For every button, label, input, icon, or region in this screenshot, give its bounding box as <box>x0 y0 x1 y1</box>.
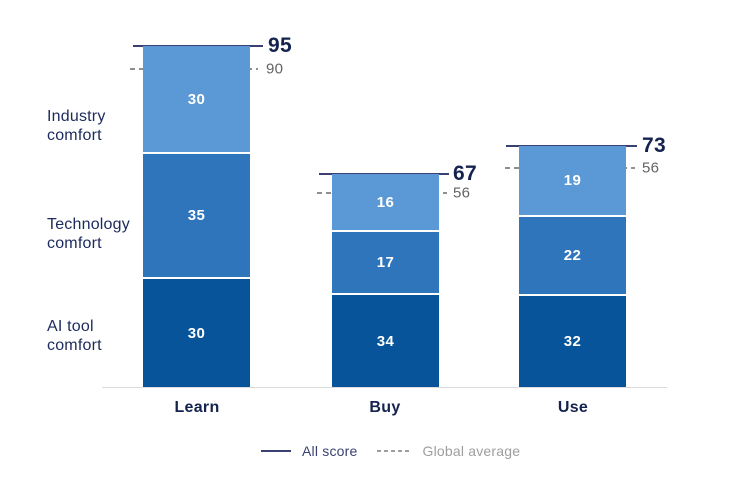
side-label-ai-tool-comfort: AI tool comfort <box>47 317 102 355</box>
all-score-value-use: 73 <box>642 134 666 157</box>
category-label-learn: Learn <box>174 399 220 416</box>
segment-value: 32 <box>563 333 582 350</box>
segment-ai-tool-comfort-buy: 34 <box>332 295 439 387</box>
segment-ai-tool-comfort-learn: 30 <box>143 279 250 387</box>
global-average-value-use: 56 <box>642 159 660 177</box>
bar-buy: 16 17 34 <box>332 174 439 387</box>
segment-ai-tool-comfort-use: 32 <box>519 296 626 387</box>
side-label-technology-comfort: Technology comfort <box>47 215 130 253</box>
side-label-industry-comfort: Industry comfort <box>47 107 106 145</box>
legend-label-global-average: Global average <box>422 443 521 459</box>
side-label-line: Industry <box>47 108 106 125</box>
side-label-line: comfort <box>47 337 102 354</box>
side-label-line: comfort <box>47 235 102 252</box>
segment-value: 16 <box>376 193 395 211</box>
segment-industry-comfort-learn: 30 <box>143 46 250 152</box>
segment-industry-comfort-buy: 16 <box>332 174 439 230</box>
segment-value: 19 <box>563 172 582 189</box>
global-average-value-learn: 90 <box>266 60 284 78</box>
solid-line-swatch-icon <box>261 450 291 452</box>
segment-value: 30 <box>187 90 206 108</box>
segment-industry-comfort-use: 19 <box>519 146 626 215</box>
segment-technology-comfort-use: 22 <box>519 217 626 294</box>
segment-technology-comfort-learn: 35 <box>143 154 250 277</box>
segment-value: 34 <box>376 332 395 350</box>
legend-label-all-score: All score <box>302 443 358 459</box>
category-label-use: Use <box>557 399 589 416</box>
legend-item-global-average: Global average <box>377 443 520 459</box>
segment-value: 17 <box>376 254 395 271</box>
legend-item-all-score: All score <box>261 443 357 459</box>
all-score-value-buy: 67 <box>453 162 477 185</box>
side-label-line: Technology <box>47 216 130 233</box>
side-label-line: AI tool <box>47 318 94 335</box>
global-average-value-buy: 56 <box>453 184 471 202</box>
bar-use: 19 22 32 <box>519 146 626 387</box>
x-axis-line <box>102 387 667 388</box>
segment-value: 35 <box>187 207 206 224</box>
side-label-line: comfort <box>47 127 102 144</box>
legend: All score Global average <box>261 443 520 459</box>
all-score-value-learn: 95 <box>268 34 292 57</box>
category-label-buy: Buy <box>369 399 401 416</box>
segment-technology-comfort-buy: 17 <box>332 232 439 293</box>
segment-value: 30 <box>187 324 206 342</box>
dashed-line-swatch-icon <box>377 450 412 452</box>
segment-value: 22 <box>563 247 582 264</box>
bar-learn: 30 35 30 <box>143 46 250 387</box>
